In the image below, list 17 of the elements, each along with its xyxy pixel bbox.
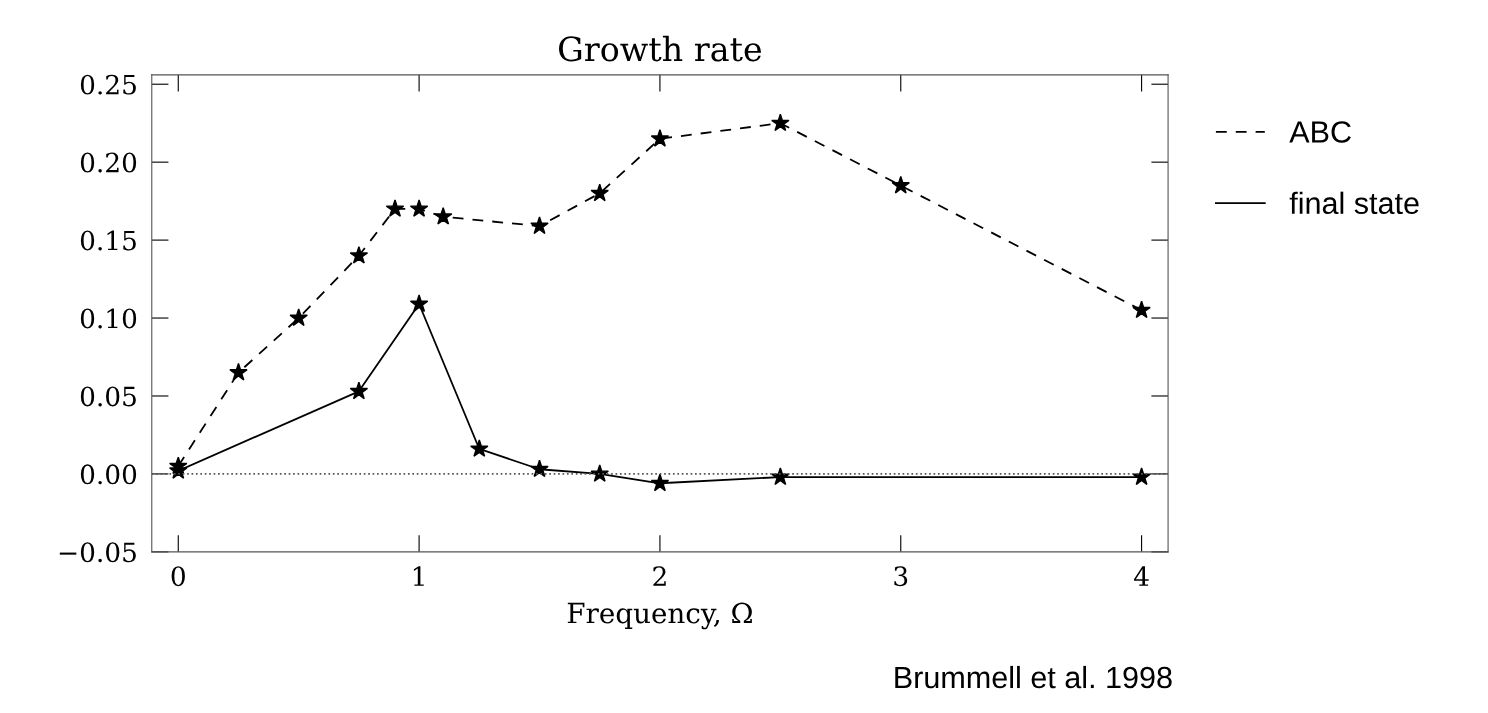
y-tick-label: 0.15 xyxy=(80,230,136,251)
legend-label: ABC xyxy=(1289,121,1351,143)
y-tick-label: 0.25 xyxy=(80,74,136,95)
chart-title: Growth rate xyxy=(559,35,762,62)
y-tick-label: 0.05 xyxy=(80,386,136,407)
x-tick-label: 4 xyxy=(1134,566,1149,586)
x-tick-label: 0 xyxy=(171,566,185,587)
y-tick-label: 0.10 xyxy=(80,308,137,329)
x-axis-title: Frequency, Ω xyxy=(567,602,752,630)
x-tick-label: 3 xyxy=(894,566,908,587)
legend-label: final state xyxy=(1289,191,1419,215)
x-tick-label: 1 xyxy=(413,566,424,586)
y-tick-label: −0.05 xyxy=(59,542,136,563)
y-tick-label: 0.20 xyxy=(80,152,137,173)
x-tick-label: 2 xyxy=(653,566,666,586)
text: Brummell et al. 1998 xyxy=(895,665,1172,689)
y-tick-label: 0.00 xyxy=(80,464,137,485)
